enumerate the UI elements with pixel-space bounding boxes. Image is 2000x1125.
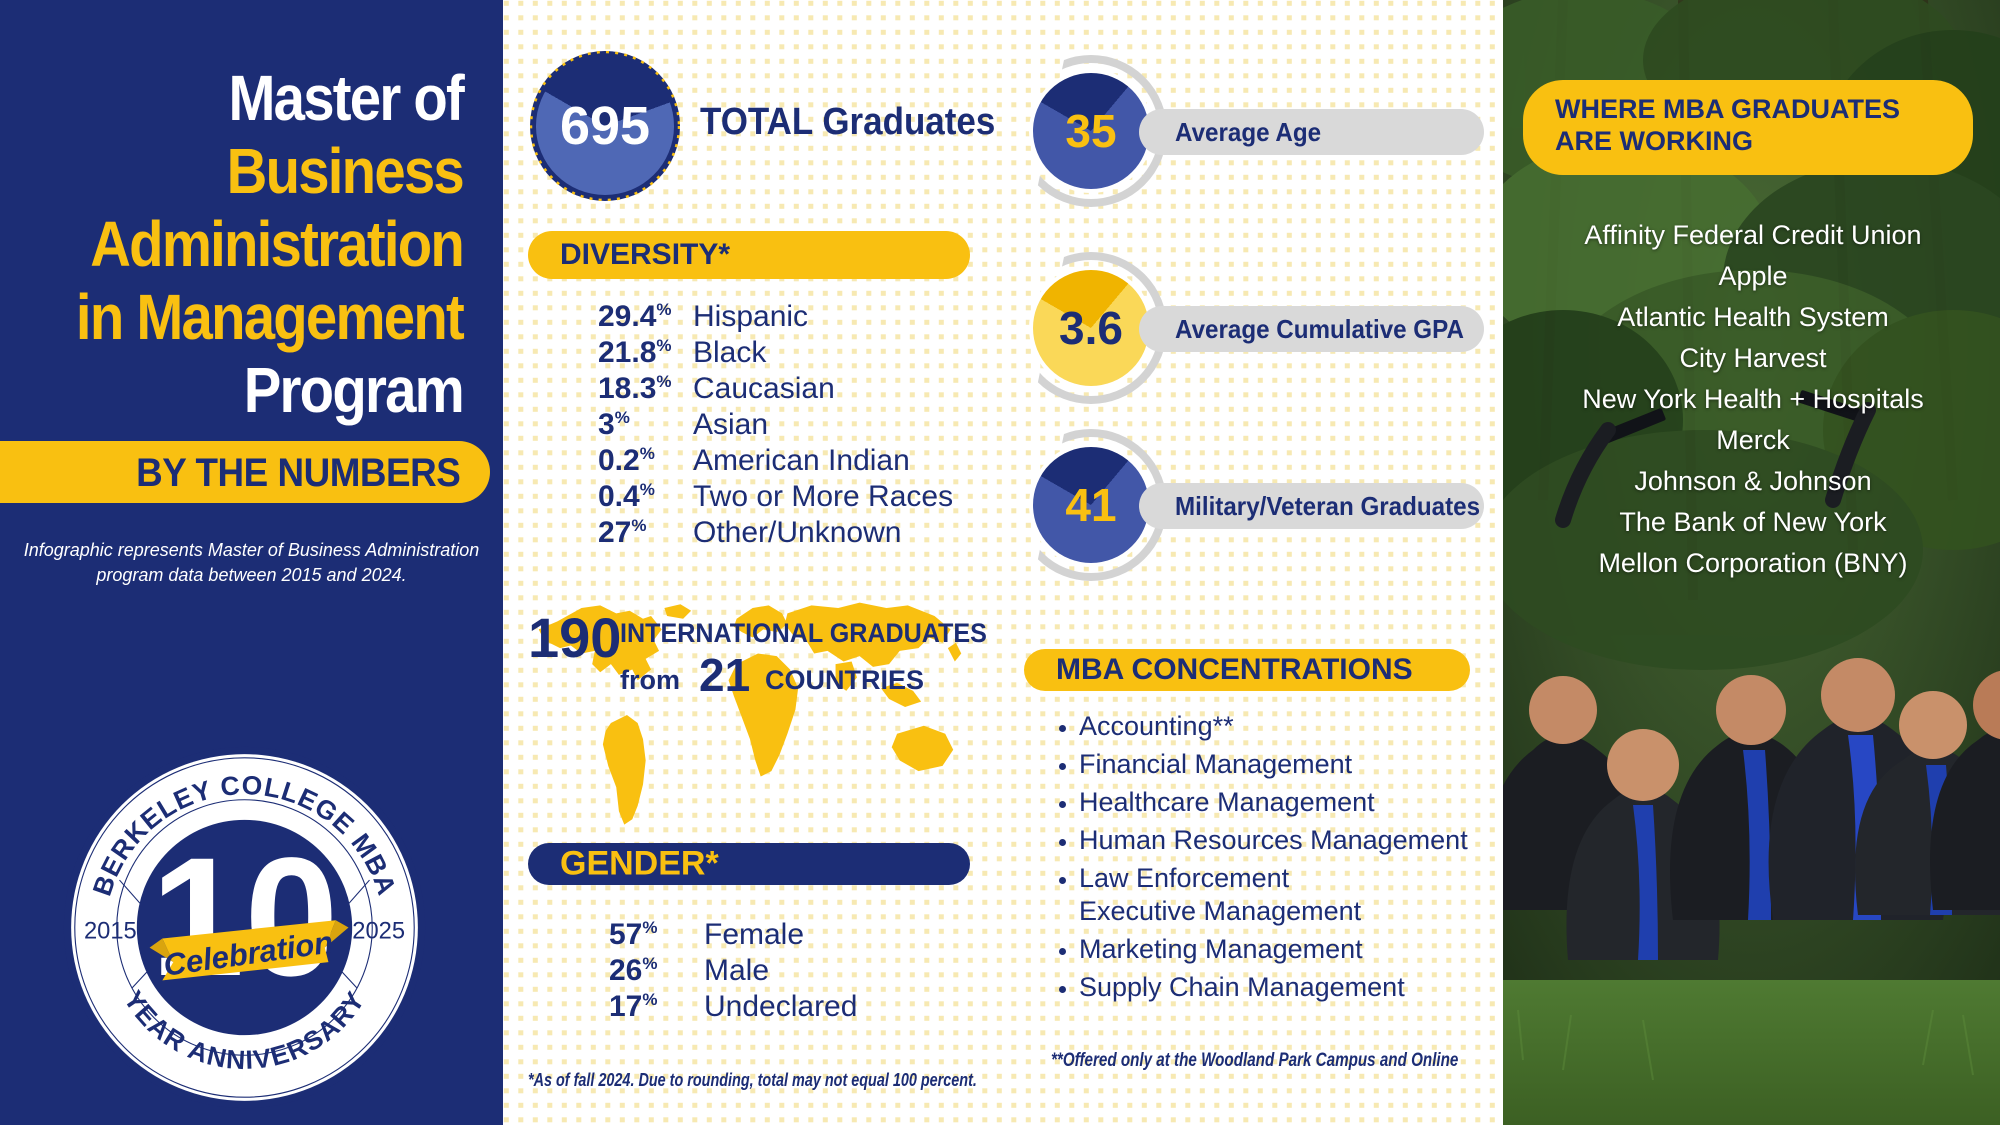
svg-text:2025: 2025 — [352, 918, 405, 944]
svg-text:2015: 2015 — [84, 918, 137, 944]
svg-text:10: 10 — [151, 822, 339, 1011]
